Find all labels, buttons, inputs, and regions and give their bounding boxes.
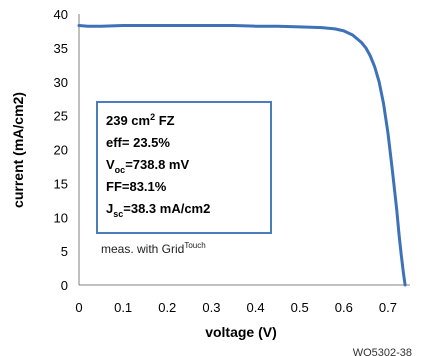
x-tick-label: 0.6	[335, 300, 353, 315]
measurement-note: meas. with GridTouch	[101, 241, 206, 256]
annotation-line-voc: Voc=738.8 mV	[106, 157, 189, 175]
y-tick-labels: 0 5 10 15 20 25 30 35 40	[54, 7, 68, 293]
x-tick-labels: 0 0.1 0.2 0.3 0.4 0.5 0.6 0.7	[75, 300, 397, 315]
iv-series-line	[77, 24, 407, 287]
y-tick-label: 30	[54, 75, 68, 90]
y-tick-label: 5	[61, 244, 68, 259]
y-tick-label: 25	[54, 109, 68, 124]
annotation-line-ff: FF=83.1%	[106, 179, 167, 194]
y-tick-label: 15	[54, 176, 68, 191]
y-tick-label: 0	[61, 278, 68, 293]
y-tick-label: 10	[54, 210, 68, 225]
x-tick-label: 0.1	[114, 300, 132, 315]
sample-id-label: WO5302-38	[353, 347, 412, 356]
x-tick-label: 0.5	[291, 300, 309, 315]
y-tick-label: 40	[54, 7, 68, 22]
x-tick-label: 0.4	[246, 300, 264, 315]
annotation-line-area: 239 cm2 FZ	[106, 112, 175, 128]
x-tick-label: 0	[75, 300, 82, 315]
y-tick-label: 35	[54, 41, 68, 56]
y-tick-label: 20	[54, 143, 68, 158]
annotation-line-efficiency: eff= 23.5%	[106, 135, 170, 150]
x-tick-label: 0.2	[158, 300, 176, 315]
annotation-line-jsc: Jsc=38.3 mA/cm2	[106, 201, 210, 219]
y-axis-title: current (mA/cm2)	[10, 92, 26, 208]
annotation-box	[96, 101, 272, 234]
x-tick-label: 0.7	[379, 300, 397, 315]
x-tick-label: 0.3	[202, 300, 220, 315]
axes	[78, 14, 410, 286]
x-axis-title: voltage (V)	[205, 324, 277, 340]
